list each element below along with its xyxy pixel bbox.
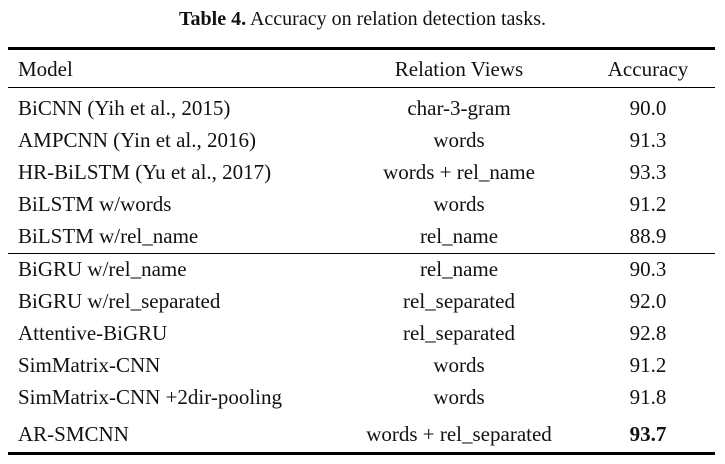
table-row: AMPCNN (Yin et al., 2016) words 91.3	[8, 124, 715, 156]
bottom-rule	[8, 452, 715, 455]
relation-view-cell: words + rel_name	[383, 160, 535, 184]
relation-view-cell: rel_separated	[403, 321, 515, 345]
model-cell: AR-SMCNN	[18, 422, 129, 446]
caption-text: Accuracy on relation detection tasks.	[246, 8, 546, 30]
caption-label: Table 4.	[179, 8, 247, 30]
accuracy-cell: 91.2	[629, 192, 667, 216]
relation-view-cell: words	[433, 128, 485, 152]
header-model: Model	[18, 57, 73, 81]
table-row: Attentive-BiGRU rel_separated 92.8	[8, 317, 715, 349]
table-row: SimMatrix-CNN +2dir-pooling words 91.8	[8, 381, 715, 413]
header-accuracy: Accuracy	[607, 57, 689, 81]
relation-view-cell: char-3-gram	[407, 96, 511, 120]
model-cell: BiLSTM w/words	[18, 192, 172, 216]
accuracy-cell: 93.3	[629, 160, 667, 184]
table-row: HR-BiLSTM (Yu et al., 2017) words + rel_…	[8, 156, 715, 188]
accuracy-cell: 92.0	[629, 289, 667, 313]
model-cell: BiGRU w/rel_name	[18, 257, 187, 281]
model-cell: SimMatrix-CNN	[18, 353, 161, 377]
table-row: SimMatrix-CNN words 91.2	[8, 349, 715, 381]
accuracy-cell: 91.2	[629, 353, 667, 377]
model-cell: HR-BiLSTM (Yu et al., 2017)	[18, 160, 272, 184]
table-row: BiLSTM w/words words 91.2	[8, 188, 715, 220]
table-row: AR-SMCNN words + rel_separated 93.7	[8, 418, 715, 450]
model-cell: AMPCNN (Yin et al., 2016)	[18, 128, 256, 152]
header-row: Model Relation Views Accuracy	[8, 53, 715, 85]
accuracy-cell: 90.0	[629, 96, 667, 120]
top-rule	[8, 47, 715, 50]
table-caption: Table 4. Accuracy on relation detection …	[0, 6, 725, 32]
model-cell: BiLSTM w/rel_name	[18, 224, 199, 248]
relation-view-cell: words	[433, 192, 485, 216]
table-row: BiGRU w/rel_name rel_name 90.3	[8, 253, 715, 285]
relation-view-cell: rel_name	[419, 257, 499, 281]
accuracy-cell: 91.3	[629, 128, 667, 152]
relation-view-cell: rel_separated	[403, 289, 515, 313]
group-divider-rule	[8, 253, 715, 254]
model-cell: Attentive-BiGRU	[18, 321, 168, 345]
relation-view-cell: rel_name	[419, 224, 499, 248]
table-row: BiGRU w/rel_separated rel_separated 92.0	[8, 285, 715, 317]
table-row: BiLSTM w/rel_name rel_name 88.9	[8, 220, 715, 252]
accuracy-cell: 92.8	[629, 321, 667, 345]
relation-view-cell: words	[433, 353, 485, 377]
model-cell: BiCNN (Yih et al., 2015)	[18, 96, 231, 120]
header-relation-views: Relation Views	[394, 57, 524, 81]
model-cell: BiGRU w/rel_separated	[18, 289, 221, 313]
relation-view-cell: words + rel_separated	[366, 422, 552, 446]
accuracy-cell: 90.3	[629, 257, 667, 281]
header-rule	[8, 87, 715, 88]
best-accuracy-cell: 93.7	[629, 422, 667, 446]
model-cell: SimMatrix-CNN +2dir-pooling	[18, 385, 282, 409]
relation-view-cell: words	[433, 385, 485, 409]
table-row: BiCNN (Yih et al., 2015) char-3-gram 90.…	[8, 92, 715, 124]
accuracy-cell: 91.8	[629, 385, 667, 409]
accuracy-cell: 88.9	[629, 224, 667, 248]
